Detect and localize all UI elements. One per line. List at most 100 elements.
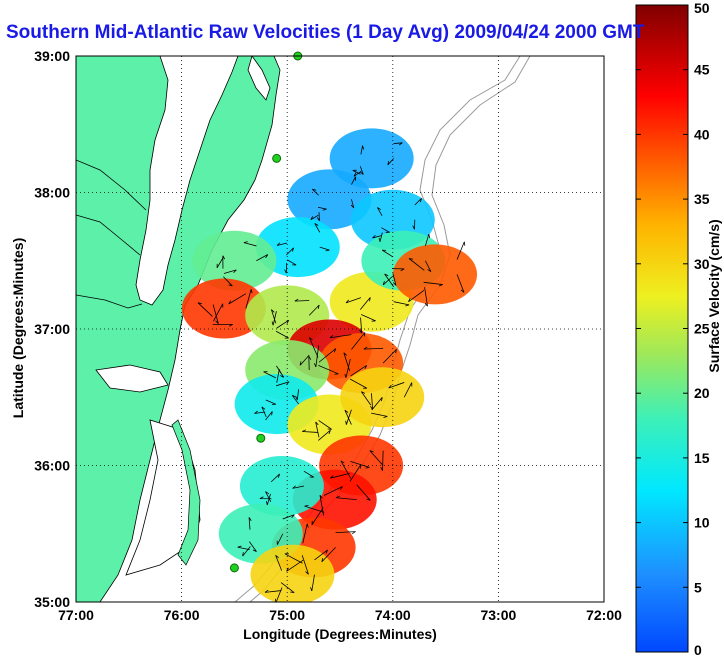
velocity-arrow (340, 460, 352, 479)
velocity-patch (250, 544, 335, 602)
velocity-arrow (323, 486, 343, 496)
velocity-arrow (318, 348, 337, 363)
velocity-arrow (276, 369, 281, 383)
velocity-arrow (259, 496, 272, 500)
velocity-arrow (276, 319, 290, 329)
river-potomac (76, 159, 147, 211)
velocity-arrow (408, 289, 425, 303)
velocity-arrow (314, 549, 328, 561)
velocity-arrow (353, 170, 362, 177)
x-axis-label: Longitude (Degrees:Minutes) (243, 626, 437, 642)
velocity-arrow (265, 411, 273, 421)
velocity-arrow (228, 293, 247, 305)
velocity-arrow (380, 450, 384, 471)
velocity-arrow (359, 317, 363, 334)
velocity-arrow (344, 409, 352, 425)
velocity-arrow (424, 287, 428, 307)
velocity-arrow (248, 517, 252, 530)
colorbar-tick-label: 40 (694, 126, 710, 142)
velocity-arrow (372, 234, 382, 239)
station-marker (256, 433, 266, 443)
velocity-arrow (412, 219, 416, 230)
velocity-arrow (276, 242, 288, 246)
y-tick-label: 39:00 (34, 48, 70, 64)
velocity-arrow (335, 531, 356, 535)
velocity-arrow (381, 227, 390, 233)
chesapeake-bay (135, 56, 239, 306)
velocity-arrow (310, 574, 315, 592)
velocity-arrow (351, 176, 357, 185)
velocity-arrow (261, 406, 267, 418)
velocity-arrow (270, 473, 281, 483)
velocity-arrow (275, 330, 289, 339)
velocity-arrow (350, 461, 370, 469)
delaware-bay (247, 56, 271, 101)
colorbar-tick-label: 15 (694, 450, 710, 466)
velocity-arrow (271, 311, 277, 326)
velocity-arrow (303, 470, 315, 478)
velocity-arrow (456, 274, 465, 293)
velocity-arrow (456, 241, 466, 260)
velocity-arrow (408, 258, 425, 271)
velocity-arrow (319, 246, 330, 252)
velocity-arrow (294, 298, 310, 302)
velocity-arrow (284, 553, 303, 564)
velocity-arrow (197, 302, 213, 317)
velocity-arrow (310, 214, 319, 221)
velocity-arrow (403, 382, 413, 398)
y-axis-label: Latitude (Degrees:Minutes) (10, 237, 26, 419)
velocity-arrow (318, 429, 331, 441)
velocity-arrow (302, 429, 319, 433)
y-tick-label: 36:00 (34, 458, 70, 474)
velocity-arrow (381, 249, 393, 258)
velocity-arrow (263, 371, 276, 379)
velocity-arrow (423, 281, 443, 287)
velocity-arrow (315, 421, 320, 438)
velocity-arrow (266, 493, 271, 506)
velocity-arrow (254, 410, 266, 414)
velocity-arrow (349, 378, 368, 389)
velocity-arrow (350, 199, 355, 209)
colorbar-tick-label: 25 (694, 321, 710, 337)
velocity-arrow (330, 473, 350, 479)
river-james (76, 294, 143, 309)
velocity-arrow (308, 304, 320, 316)
velocity-patch (287, 169, 372, 230)
colorbar-tick-label: 45 (694, 62, 710, 78)
velocity-arrow (275, 587, 283, 602)
velocity-arrow (243, 241, 257, 247)
velocity-arrow (359, 297, 371, 310)
velocity-arrow (345, 297, 362, 304)
station-marker (229, 563, 239, 573)
velocity-arrow (292, 485, 305, 489)
river-rappahannock (76, 214, 141, 256)
velocity-arrow (223, 269, 237, 274)
outer-banks (171, 419, 201, 566)
velocity-arrow (299, 354, 310, 366)
velocity-arrow (212, 304, 219, 324)
velocity-arrow (391, 268, 405, 272)
velocity-arrow (256, 254, 269, 262)
velocity-arrow (223, 276, 233, 287)
velocity-arrow (392, 273, 397, 286)
velocity-arrow (311, 507, 324, 526)
velocity-arrow (425, 260, 432, 273)
y-tick-label: 37:00 (34, 321, 70, 337)
velocity-arrow (369, 450, 384, 466)
velocity-arrow (360, 145, 365, 155)
velocity-arrow (414, 198, 422, 206)
velocity-arrow (343, 352, 351, 372)
velocity-arrow (245, 289, 253, 309)
velocity-arrow (308, 337, 319, 358)
velocity-arrow (361, 391, 372, 406)
velocity-arrow (382, 276, 393, 286)
velocity-arrow (222, 255, 226, 269)
velocity-arrow (213, 303, 224, 322)
velocity-arrow (382, 349, 397, 364)
colorbar-tick-label: 5 (694, 579, 702, 595)
velocity-arrow (286, 247, 294, 256)
velocity-arrow (393, 142, 403, 146)
velocity-arrow (363, 346, 384, 350)
velocity-arrow (424, 234, 431, 247)
